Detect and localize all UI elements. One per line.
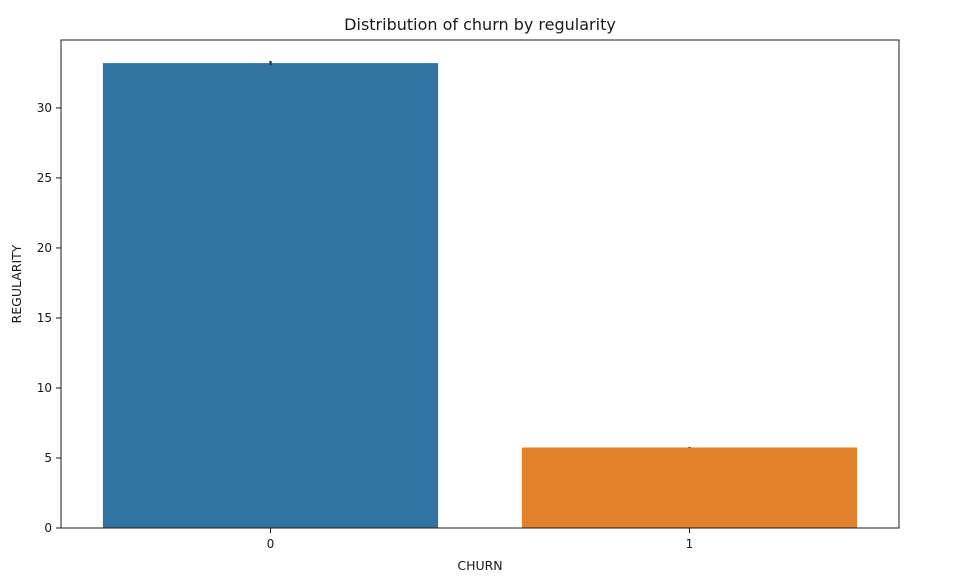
bar-0 [102,63,439,528]
error-bars-group [269,61,691,448]
x-tick-label: 0 [267,537,275,551]
y-tick-label: 30 [37,101,52,115]
y-tick-label: 5 [44,451,52,465]
x-tick-label: 1 [686,537,694,551]
y-tick-label: 10 [37,381,52,395]
bars-group [102,63,858,528]
y-axis: 0 5 10 15 20 25 30 [37,101,61,535]
y-tick-label: 0 [44,521,52,535]
chart-title: Distribution of churn by regularity [344,15,616,34]
y-axis-label: REGULARITY [9,244,24,323]
plot-frame [60,39,900,529]
y-tick-label: 15 [37,311,52,325]
y-tick-label: 20 [37,241,52,255]
x-axis-label: CHURN [457,558,502,573]
y-tick-label: 25 [37,171,52,185]
bar-1 [521,447,858,528]
